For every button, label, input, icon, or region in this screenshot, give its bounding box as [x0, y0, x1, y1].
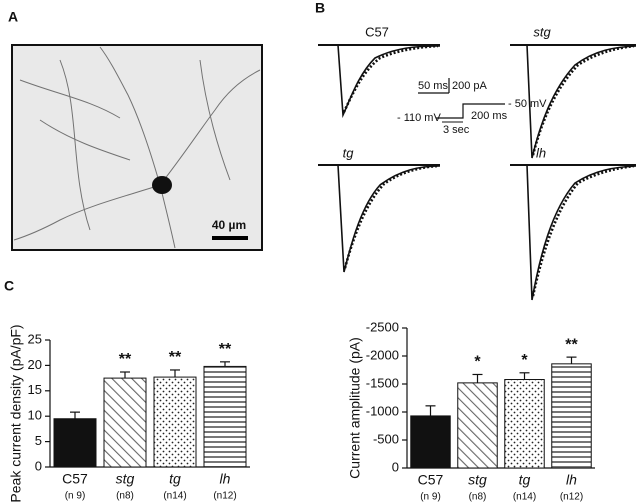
panel-label: A: [8, 9, 18, 25]
bar: [457, 382, 498, 469]
current-traces: C57 stg tg lh 50 ms 200 pA - 110 mV - 50…: [318, 24, 637, 301]
y-tick-label: 5: [35, 433, 42, 448]
sample-size: (n14): [513, 492, 536, 503]
bar: [410, 415, 451, 469]
sample-size: (n8): [469, 492, 487, 503]
trace-label: stg: [533, 24, 551, 39]
y-tick-label: 10: [28, 408, 42, 423]
x-tick-label: tg: [169, 471, 181, 487]
x-tick-label: C57: [418, 472, 444, 488]
bar: [551, 363, 592, 469]
protocol-label: 200 ms: [471, 110, 508, 122]
scale-bar-label: 40 µm: [212, 218, 246, 232]
y-tick-label: -500: [373, 431, 399, 446]
bar: [153, 376, 197, 468]
panel-label: C: [4, 278, 14, 294]
protocol-label: 3 sec: [443, 124, 470, 136]
trace-label: lh: [536, 145, 546, 160]
significance: *: [474, 354, 481, 371]
x-tick-label: stg: [468, 472, 487, 488]
y-tick-label: 25: [28, 331, 42, 346]
sample-size: (n 9): [420, 492, 441, 503]
sample-size: (n14): [163, 491, 186, 502]
trace-label: tg: [343, 145, 355, 160]
trace-label: C57: [365, 24, 389, 39]
y-tick-label: -1500: [366, 375, 399, 390]
x-tick-label: lh: [220, 471, 231, 487]
x-tick-label: lh: [566, 472, 577, 488]
sample-size: (n8): [116, 491, 134, 502]
micrograph: 40 µm: [11, 44, 263, 251]
y-tick-label: -2000: [366, 347, 399, 362]
y-tick-label: 20: [28, 357, 42, 372]
y-axis-label: Current amplitude (pA): [347, 337, 363, 479]
panel-label: B: [315, 0, 325, 16]
bar: [504, 379, 545, 469]
significance: *: [521, 352, 528, 369]
significance: **: [169, 349, 182, 366]
scale-label: 200 pA: [452, 80, 488, 92]
significance: **: [565, 336, 578, 353]
sample-size: (n 9): [65, 491, 86, 502]
sample-size: (n12): [213, 491, 236, 502]
y-axis-label: Peak current density (pA/pF): [8, 324, 24, 502]
bar: [203, 365, 247, 468]
sample-size: (n12): [560, 492, 583, 503]
y-tick-label: 0: [35, 458, 42, 473]
y-tick-label: 0: [392, 459, 399, 474]
x-tick-label: tg: [519, 472, 531, 488]
y-tick-label: -1000: [366, 403, 399, 418]
y-tick-label: -2500: [366, 319, 399, 334]
protocol-label: - 50 mV: [508, 98, 547, 110]
bar: [103, 377, 147, 468]
protocol-label: - 110 mV: [397, 112, 441, 124]
bar: [53, 418, 97, 468]
significance: **: [119, 351, 132, 368]
y-tick-label: 15: [28, 382, 42, 397]
significance: **: [219, 341, 232, 358]
x-tick-label: stg: [116, 471, 135, 487]
x-tick-label: C57: [62, 471, 88, 487]
scale-label: 50 ms: [418, 80, 448, 92]
